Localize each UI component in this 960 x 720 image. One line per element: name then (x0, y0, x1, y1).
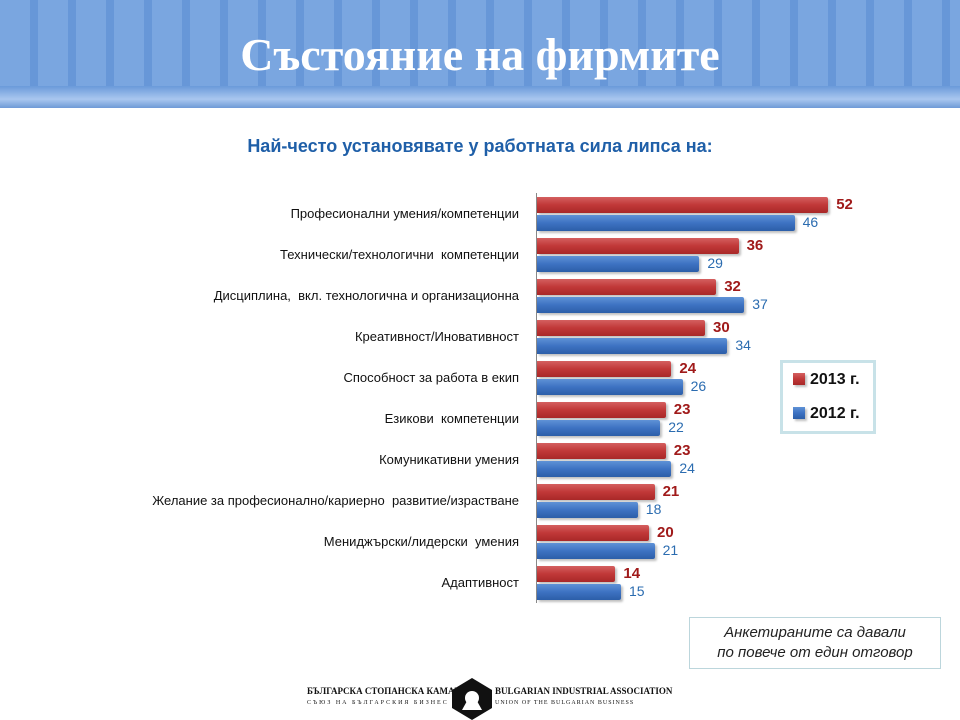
bar-2013 (537, 443, 666, 459)
bar-2013 (537, 238, 739, 254)
logo-text: UNION OF THE BULGARIAN BUSINESS (495, 700, 635, 706)
bar-2012 (537, 420, 661, 436)
bar-2012 (537, 502, 638, 518)
y-axis-line (536, 193, 537, 603)
category-label: Езикови компетенции (384, 411, 519, 426)
slide-title: Състояние на фирмите (240, 29, 720, 80)
legend: 2013 г. 2012 г. (780, 360, 876, 434)
bar-2012 (537, 256, 700, 272)
legend-item-2012: 2012 г. (793, 405, 860, 423)
bar-2013 (537, 320, 705, 336)
bar-2012 (537, 461, 672, 477)
logo-emblem-icon (452, 678, 492, 720)
data-label-2013: 36 (746, 237, 764, 254)
logo-text: БЪЛГАРСКА СТОПАНСКА КАМАРА (307, 686, 466, 696)
bar-2012 (537, 215, 795, 231)
bar-2012 (537, 543, 655, 559)
bar-2012 (537, 338, 728, 354)
data-label-2013: 20 (657, 524, 674, 541)
bar-2012 (537, 584, 621, 600)
bar-2012 (537, 297, 745, 313)
data-label-2013: 23 (673, 442, 691, 459)
bar-2013 (537, 484, 655, 500)
bar-2013 (537, 402, 666, 418)
data-label-2012: 15 (629, 583, 645, 599)
category-label: Способност за работа в екип (343, 370, 520, 385)
category-label: Технически/технологични компетенции (280, 247, 519, 262)
data-label-2012: 21 (662, 542, 679, 558)
data-label-2013: 32 (724, 278, 741, 295)
data-label-2012: 46 (802, 214, 819, 230)
category-label: Комуникативни умения (379, 452, 519, 467)
category-label: Адаптивност (441, 575, 519, 590)
bar-2013 (537, 279, 717, 295)
data-label-2013: 52 (836, 196, 853, 213)
data-label-2012: 26 (690, 378, 707, 394)
data-label-2013: 23 (673, 401, 691, 418)
data-label-2013: 14 (623, 565, 641, 582)
category-label: Професионални умения/компетенции (290, 206, 519, 221)
legend-item-2013: 2013 г. (793, 371, 860, 389)
bar-2013 (537, 197, 829, 213)
data-label-2013: 24 (679, 360, 697, 377)
note-line: по повече от един отговор (717, 644, 913, 661)
bar-2013 (537, 525, 649, 541)
bar-2012 (537, 379, 683, 395)
data-label-2012: 22 (668, 419, 684, 435)
bar-2013 (537, 361, 672, 377)
category-label: Мениджърски/лидерски умения (323, 534, 519, 549)
note-line: Анкетираните са давали (724, 624, 906, 641)
data-label-2012: 24 (679, 460, 695, 476)
bia-logo: БЪЛГАРСКА СТОПАНСКА КАМАРА СЪЮЗ НА БЪЛГА… (305, 678, 672, 720)
data-label-2012: 29 (707, 255, 723, 271)
survey-note: Анкетираните са давали по повече от един… (689, 617, 941, 669)
bar-2013 (537, 566, 616, 582)
category-label: Дисциплина, вкл. технологична и организа… (213, 288, 519, 303)
data-label-2012: 37 (752, 296, 768, 312)
header-banner (0, 0, 960, 108)
legend-swatch (793, 407, 805, 419)
data-label-2013: 30 (713, 319, 730, 336)
data-label-2012: 34 (735, 337, 751, 353)
logo-text: СЪЮЗ НА БЪЛГАРСКИЯ БИЗНЕС (307, 700, 449, 706)
data-label-2012: 18 (645, 501, 662, 517)
logo-text: BULGARIAN INDUSTRIAL ASSOCIATION (495, 686, 673, 696)
category-label: Креативност/Иновативност (354, 329, 519, 344)
data-label-2013: 21 (662, 483, 680, 500)
category-label: Желание за професионално/кариерно развит… (152, 493, 519, 508)
chart-title: Най-често установявате у работната сила … (247, 136, 713, 156)
legend-swatch (793, 373, 805, 385)
